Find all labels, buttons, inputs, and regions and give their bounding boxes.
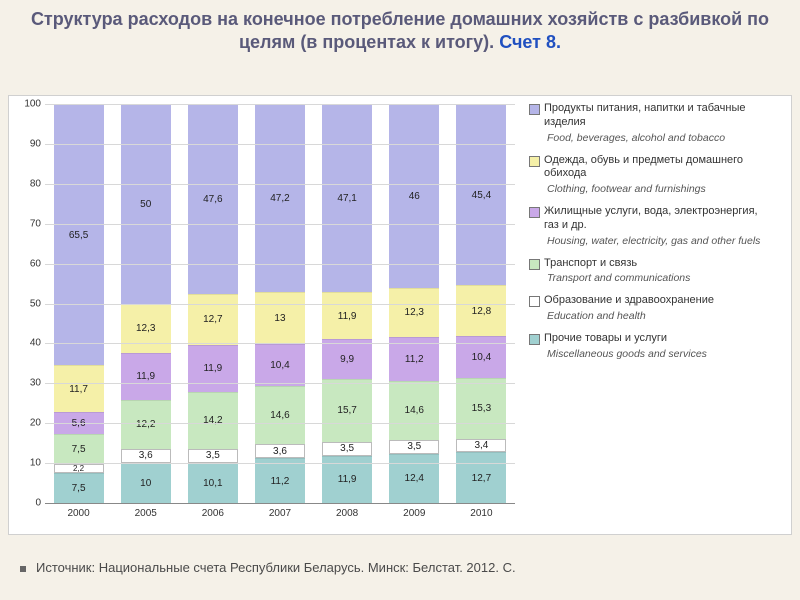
legend-swatch [529, 207, 540, 218]
legend-item-misc: Прочие товары и услуги Miscellaneous good… [529, 332, 787, 360]
segment-housing: 10,4 [255, 344, 305, 385]
legend-label-en: Food, beverages, alcohol and tobacco [547, 132, 787, 144]
y-tick-label: 100 [15, 99, 41, 110]
grid-line [45, 343, 515, 344]
segment-misc: 12,4 [389, 454, 439, 503]
legend-item-food: Продукты питания, напитки и табачные изд… [529, 102, 787, 144]
grid-line [45, 224, 515, 225]
title-main: Структура расходов на конечное потреблен… [31, 9, 769, 52]
legend-item-edu: Образование и здравоохранение Education a… [529, 294, 787, 322]
segment-transport: 14,6 [255, 386, 305, 444]
x-label: 2000 [54, 508, 104, 519]
segment-edu: 3,6 [255, 444, 305, 458]
legend-label-en: Education and health [547, 310, 787, 322]
segment-edu: 3,4 [456, 439, 506, 453]
segment-clothing: 13 [255, 292, 305, 344]
segment-housing: 11,9 [188, 345, 238, 392]
segment-transport: 7,5 [54, 434, 104, 464]
segment-edu: 3,6 [121, 449, 171, 463]
y-tick-label: 10 [15, 458, 41, 469]
legend-label-ru: Одежда, обувь и предметы домашнего обихо… [544, 154, 774, 182]
grid-line [45, 383, 515, 384]
legend-label-ru: Продукты питания, напитки и табачные изд… [544, 102, 774, 130]
legend-label-en: Transport and communications [547, 272, 787, 284]
grid-line [45, 264, 515, 265]
grid-line [45, 144, 515, 145]
segment-clothing: 11,7 [54, 365, 104, 412]
grid-line [45, 423, 515, 424]
x-label: 2008 [322, 508, 372, 519]
legend: Продукты питания, напитки и табачные изд… [529, 102, 787, 370]
x-label: 2005 [121, 508, 171, 519]
segment-food: 47,6 [188, 104, 238, 294]
legend-swatch [529, 334, 540, 345]
segment-edu: 3,5 [389, 440, 439, 454]
grid-line [45, 104, 515, 105]
segment-edu: 3,5 [188, 449, 238, 463]
legend-label-ru: Транспорт и связь [544, 257, 774, 271]
segment-transport: 15,7 [322, 379, 372, 442]
segment-edu: 2,2 [54, 464, 104, 473]
segment-misc: 12,7 [456, 452, 506, 503]
legend-item-transport: Транспорт и связьTransport and communica… [529, 257, 787, 285]
chart-container: 7,52,27,55,611,765,5103,612,211,912,3501… [8, 95, 792, 535]
grid-line [45, 184, 515, 185]
segment-misc: 11,2 [255, 458, 305, 503]
segment-misc: 10,1 [188, 463, 238, 503]
legend-swatch [529, 259, 540, 270]
legend-label-ru: Прочие товары и услуги [544, 332, 774, 346]
segment-food: 46 [389, 104, 439, 288]
plot-area: 7,52,27,55,611,765,5103,612,211,912,3501… [45, 104, 515, 504]
segment-transport: 12,2 [121, 400, 171, 449]
y-tick-label: 0 [15, 498, 41, 509]
y-tick-label: 70 [15, 218, 41, 229]
grid-line [45, 304, 515, 305]
source-text: Источник: Национальные счета Республики … [36, 560, 516, 575]
segment-misc: 7,5 [54, 473, 104, 503]
title-accent: Счет 8. [499, 32, 561, 52]
segment-clothing: 12,7 [188, 294, 238, 345]
segment-clothing: 12,3 [389, 288, 439, 337]
segment-food: 45,4 [456, 104, 506, 285]
segment-housing: 9,9 [322, 339, 372, 379]
x-label: 2007 [255, 508, 305, 519]
legend-item-housing: Жилищные услуги, вода, электроэнергия, г… [529, 205, 787, 247]
y-tick-label: 30 [15, 378, 41, 389]
x-label: 2009 [389, 508, 439, 519]
legend-label-en: Miscellaneous goods and services [547, 348, 787, 360]
x-axis-labels: 2000 2005 2006 2007 2008 2009 2010 [45, 508, 515, 519]
legend-swatch [529, 104, 540, 115]
segment-clothing: 12,3 [121, 304, 171, 353]
segment-food: 50 [121, 104, 171, 304]
legend-label-ru: Жилищные услуги, вода, электроэнергия, г… [544, 205, 774, 233]
segment-edu: 3,5 [322, 442, 372, 456]
segment-clothing: 11,9 [322, 292, 372, 339]
legend-item-clothing: Одежда, обувь и предметы домашнего обихо… [529, 154, 787, 196]
segment-clothing: 12,8 [456, 285, 506, 336]
segment-transport: 14,2 [188, 392, 238, 449]
source-citation: Источник: Национальные счета Республики … [20, 560, 516, 575]
page-title: Структура расходов на конечное потреблен… [0, 0, 800, 59]
legend-label-ru: Образование и здравоохранение [544, 294, 774, 308]
y-tick-label: 40 [15, 338, 41, 349]
y-tick-label: 60 [15, 258, 41, 269]
y-tick-label: 20 [15, 418, 41, 429]
grid-line [45, 463, 515, 464]
x-label: 2010 [456, 508, 506, 519]
bullet-icon [20, 566, 26, 572]
y-tick-label: 50 [15, 298, 41, 309]
y-tick-label: 80 [15, 178, 41, 189]
segment-transport: 14,6 [389, 381, 439, 439]
legend-label-en: Housing, water, electricity, gas and oth… [547, 235, 787, 247]
x-label: 2006 [188, 508, 238, 519]
y-tick-label: 90 [15, 138, 41, 149]
segment-housing: 11,9 [121, 353, 171, 400]
legend-swatch [529, 156, 540, 167]
legend-swatch [529, 296, 540, 307]
segment-misc: 10 [121, 463, 171, 503]
legend-label-en: Clothing, footwear and furnishings [547, 183, 787, 195]
segment-transport: 15,3 [456, 378, 506, 439]
